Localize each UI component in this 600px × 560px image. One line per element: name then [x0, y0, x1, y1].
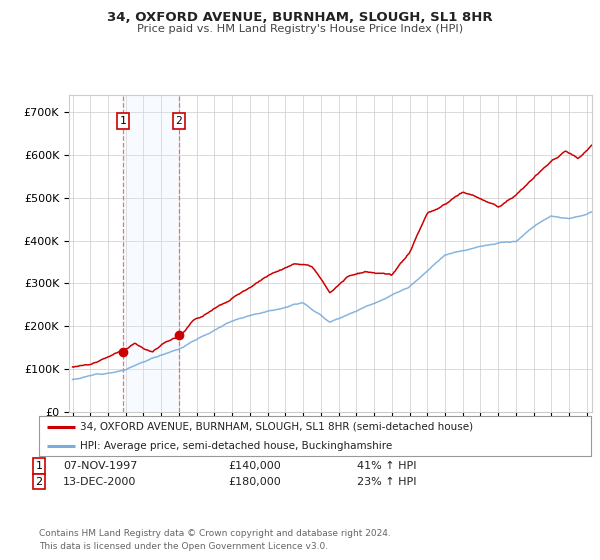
Text: 2: 2 [176, 116, 182, 126]
Text: 23% ↑ HPI: 23% ↑ HPI [357, 477, 416, 487]
Text: 1: 1 [120, 116, 127, 126]
Text: Price paid vs. HM Land Registry's House Price Index (HPI): Price paid vs. HM Land Registry's House … [137, 24, 463, 34]
Text: 1: 1 [35, 461, 43, 471]
Text: £180,000: £180,000 [228, 477, 281, 487]
Text: 13-DEC-2000: 13-DEC-2000 [63, 477, 136, 487]
Text: 34, OXFORD AVENUE, BURNHAM, SLOUGH, SL1 8HR: 34, OXFORD AVENUE, BURNHAM, SLOUGH, SL1 … [107, 11, 493, 24]
Text: 2: 2 [35, 477, 43, 487]
Text: HPI: Average price, semi-detached house, Buckinghamshire: HPI: Average price, semi-detached house,… [80, 441, 392, 451]
Text: 41% ↑ HPI: 41% ↑ HPI [357, 461, 416, 471]
Text: £140,000: £140,000 [228, 461, 281, 471]
Text: 34, OXFORD AVENUE, BURNHAM, SLOUGH, SL1 8HR (semi-detached house): 34, OXFORD AVENUE, BURNHAM, SLOUGH, SL1 … [80, 422, 473, 432]
Text: 07-NOV-1997: 07-NOV-1997 [63, 461, 137, 471]
Bar [123, 95, 179, 412]
Text: Contains HM Land Registry data © Crown copyright and database right 2024.
This d: Contains HM Land Registry data © Crown c… [39, 529, 391, 550]
